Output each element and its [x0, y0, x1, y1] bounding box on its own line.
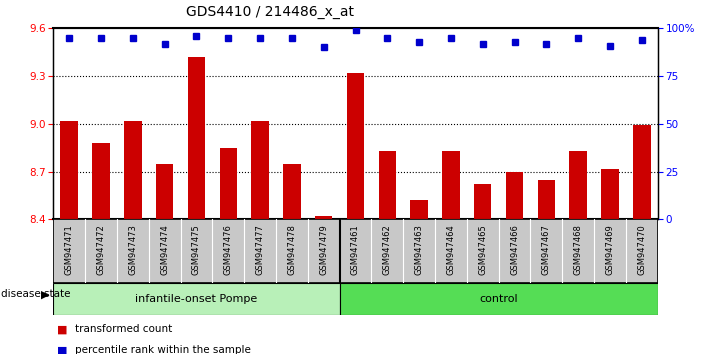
Bar: [506, 172, 523, 219]
Text: GSM947468: GSM947468: [574, 224, 582, 275]
Bar: [92, 143, 109, 219]
Text: GSM947466: GSM947466: [510, 224, 519, 275]
Text: GSM947467: GSM947467: [542, 224, 551, 275]
Text: GSM947477: GSM947477: [255, 224, 264, 275]
Text: ■: ■: [57, 324, 68, 334]
Bar: [53, 283, 340, 315]
Bar: [188, 57, 205, 219]
Bar: [315, 216, 333, 219]
Bar: [442, 151, 460, 219]
Bar: [602, 169, 619, 219]
Text: GSM947472: GSM947472: [97, 224, 105, 275]
Text: disease state: disease state: [1, 289, 71, 299]
Text: ■: ■: [57, 346, 68, 354]
Bar: [570, 151, 587, 219]
Text: ▶: ▶: [41, 289, 50, 299]
Text: GSM947462: GSM947462: [383, 224, 392, 275]
Text: GSM947478: GSM947478: [287, 224, 296, 275]
Bar: [538, 180, 555, 219]
Text: GSM947479: GSM947479: [319, 224, 328, 275]
Text: control: control: [479, 294, 518, 304]
Bar: [347, 73, 364, 219]
Bar: [340, 283, 658, 315]
Bar: [124, 121, 141, 219]
Bar: [156, 164, 173, 219]
Bar: [251, 121, 269, 219]
Text: GDS4410 / 214486_x_at: GDS4410 / 214486_x_at: [186, 5, 354, 19]
Bar: [410, 200, 428, 219]
Text: GSM947469: GSM947469: [606, 224, 614, 275]
Bar: [474, 184, 491, 219]
Text: infantile-onset Pompe: infantile-onset Pompe: [135, 294, 257, 304]
Text: GSM947470: GSM947470: [637, 224, 646, 275]
Text: percentile rank within the sample: percentile rank within the sample: [75, 346, 250, 354]
Text: GSM947464: GSM947464: [447, 224, 456, 275]
Text: GSM947471: GSM947471: [65, 224, 74, 275]
Bar: [60, 121, 78, 219]
Bar: [220, 148, 237, 219]
Text: GSM947476: GSM947476: [224, 224, 232, 275]
Bar: [633, 126, 651, 219]
Text: GSM947465: GSM947465: [479, 224, 487, 275]
Text: GSM947474: GSM947474: [160, 224, 169, 275]
Bar: [378, 151, 396, 219]
Bar: [283, 164, 301, 219]
Text: GSM947463: GSM947463: [415, 224, 424, 275]
Text: GSM947473: GSM947473: [129, 224, 137, 275]
Text: GSM947475: GSM947475: [192, 224, 201, 275]
Text: transformed count: transformed count: [75, 324, 172, 334]
Text: GSM947461: GSM947461: [351, 224, 360, 275]
